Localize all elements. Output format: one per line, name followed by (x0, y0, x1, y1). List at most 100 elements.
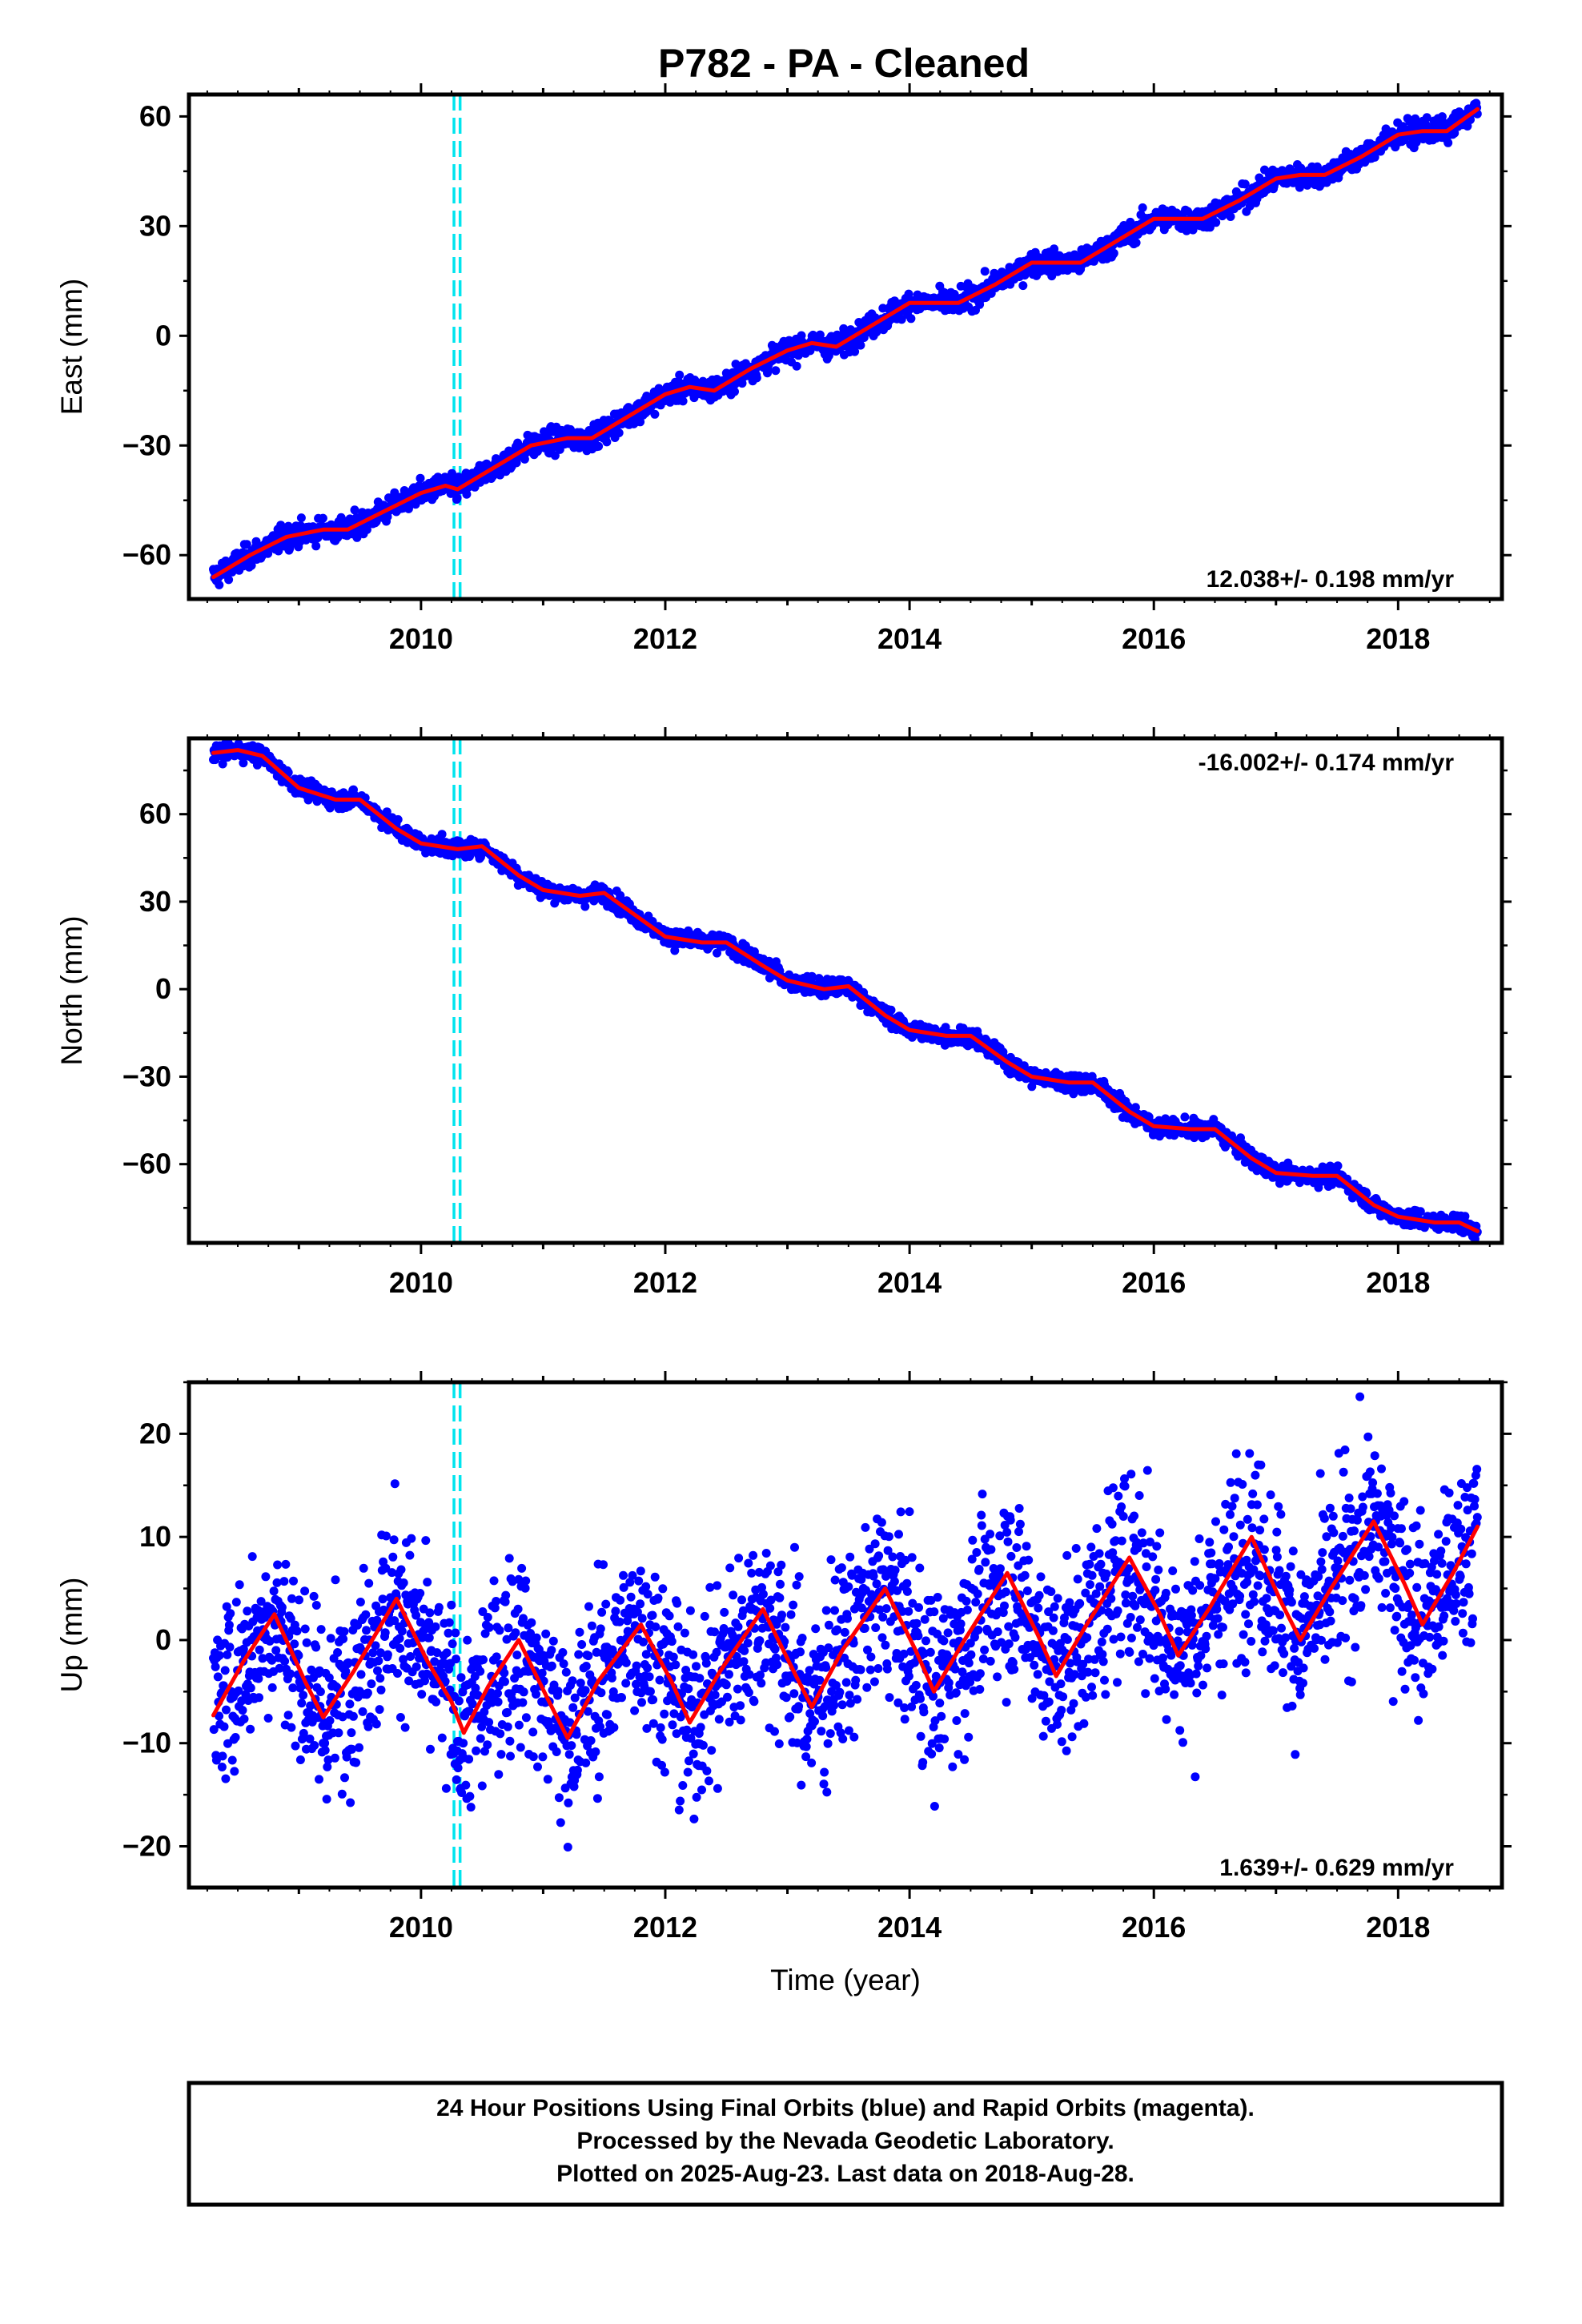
north-xtick-label: 2014 (877, 1266, 942, 1299)
up-data-point (279, 1577, 289, 1586)
up-data-point (367, 1679, 376, 1689)
up-data-point (310, 1741, 319, 1750)
up-data-point (246, 1683, 255, 1693)
up-data-point (389, 1535, 399, 1545)
up-data-point (224, 1620, 234, 1630)
chart-title: P782 - PA - Cleaned (658, 41, 1030, 86)
up-data-point (261, 1572, 271, 1582)
east-data-point (675, 370, 685, 380)
north-data-point (1180, 1112, 1190, 1122)
up-data-point (322, 1795, 331, 1804)
up-data-point (281, 1559, 291, 1569)
east-data-point (1211, 218, 1221, 227)
up-data-point (400, 1723, 410, 1732)
north-xtick-label: 2010 (389, 1266, 453, 1299)
north-data-point (437, 830, 447, 839)
up-data-point (255, 1693, 263, 1703)
up-data-point (213, 1672, 223, 1682)
up-data-point (222, 1705, 231, 1715)
east-data-point (276, 521, 286, 530)
up-data-point (371, 1719, 381, 1729)
up-data-point (235, 1580, 244, 1590)
east-data-point (856, 340, 865, 350)
east-data-point (1226, 212, 1235, 221)
east-ytick-label: 60 (139, 99, 171, 132)
up-data-point (223, 1650, 232, 1659)
up-data-point (393, 1669, 402, 1678)
up-data-point (425, 1608, 435, 1618)
up-data-point (297, 1699, 307, 1708)
up-data-point (390, 1479, 400, 1489)
up-data-point (416, 1589, 425, 1598)
up-data-point (355, 1743, 363, 1752)
up-data-point (295, 1755, 305, 1764)
up-data-point (287, 1723, 296, 1732)
east-data-point (224, 575, 234, 585)
east-data-point (906, 314, 916, 324)
up-data-point (334, 1728, 343, 1738)
east-data-point (550, 451, 560, 460)
north-rate-label: -16.002+/- 0.174 mm/yr (1199, 750, 1455, 776)
north-data-point (886, 1005, 896, 1015)
up-data-point (311, 1642, 321, 1652)
up-data-point (300, 1586, 310, 1596)
up-data-point (378, 1594, 387, 1604)
up-data-point (380, 1628, 390, 1638)
north-xtick-label: 2018 (1366, 1266, 1430, 1299)
east-ytick-label: −60 (122, 538, 171, 571)
up-data-point (309, 1591, 319, 1601)
up-data-point (325, 1716, 335, 1725)
up-data-point (361, 1610, 371, 1619)
east-data-point (1240, 179, 1250, 189)
up-data-point (376, 1685, 386, 1695)
up-data-point (289, 1576, 298, 1586)
east-data-point (594, 441, 604, 451)
east-data-point (730, 387, 739, 396)
east-data-point (452, 493, 462, 503)
east-ytick-label: 0 (155, 319, 171, 352)
up-data-point (267, 1683, 277, 1692)
up-data-point (383, 1650, 392, 1659)
up-data-point (295, 1595, 303, 1605)
up-data-point (326, 1634, 335, 1643)
east-data-point (1138, 203, 1147, 212)
east-data-point (1131, 238, 1141, 247)
east-data-point (296, 513, 306, 523)
east-xtick-label: 2018 (1366, 622, 1430, 655)
east-data-point (350, 505, 359, 515)
up-data-point (396, 1643, 405, 1653)
up-data-point (300, 1624, 310, 1634)
up-data-point (407, 1534, 416, 1543)
up-data-point (292, 1626, 302, 1636)
east-data-point (602, 437, 612, 447)
east-data-point (980, 267, 990, 276)
up-data-point (362, 1626, 371, 1635)
north-ytick-label: 60 (139, 798, 171, 830)
up-data-point (320, 1746, 330, 1755)
east-data-point (462, 489, 472, 499)
up-data-point (359, 1563, 368, 1573)
north-data-point (393, 814, 403, 824)
up-data-point (226, 1609, 235, 1618)
up-data-point (423, 1578, 432, 1587)
up-data-point (375, 1674, 385, 1683)
up-data-point (311, 1601, 321, 1610)
up-data-point (364, 1578, 374, 1588)
up-data-point (333, 1648, 343, 1657)
up-data-point (315, 1775, 323, 1784)
up-data-point (424, 1633, 434, 1642)
east-data-point (904, 289, 913, 299)
north-data-point (1333, 1161, 1343, 1171)
up-data-point (227, 1755, 237, 1765)
up-data-point (363, 1688, 372, 1698)
up-data-point (358, 1707, 367, 1716)
east-data-point (771, 366, 781, 376)
east-data-point (352, 533, 362, 542)
east-data-point (520, 454, 529, 464)
up-data-point (280, 1656, 290, 1666)
east-rate-label: 12.038+/- 0.198 mm/yr (1207, 566, 1455, 593)
east-data-point (650, 409, 660, 419)
up-data-point (291, 1741, 300, 1751)
